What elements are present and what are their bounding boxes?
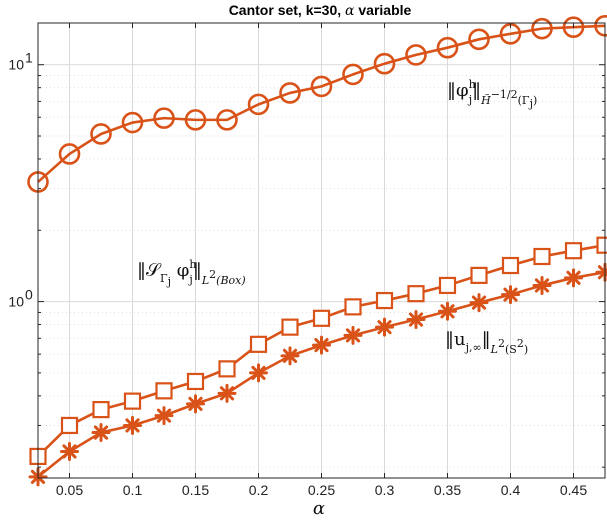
data-point-circle: [436, 36, 459, 59]
data-point-square: [218, 360, 236, 378]
y-tick-label: 10: [8, 57, 24, 73]
chart-title: Cantor set, k=30, α variable: [229, 2, 412, 19]
data-point-square: [501, 256, 520, 275]
x-tick-label: 0.1: [123, 482, 143, 498]
data-point-square: [375, 291, 394, 310]
plot-area: [27, 14, 607, 487]
data-point-asterisk: [564, 268, 583, 288]
data-point-square: [344, 298, 362, 316]
x-tick-label: 0.35: [434, 482, 461, 498]
data-point-circle: [90, 123, 112, 145]
data-point-asterisk: [154, 406, 174, 426]
data-point-asterisk: [249, 363, 268, 383]
data-point-circle: [153, 107, 175, 129]
annotation-phi-norm: ‖φh j‖H̃−1/2(Γj): [447, 78, 537, 110]
data-point-square: [186, 372, 205, 391]
data-point-asterisk: [217, 383, 237, 403]
data-point-asterisk: [532, 275, 552, 295]
x-tick-label: 0.15: [182, 482, 209, 498]
x-tick-label: 0.3: [375, 482, 395, 498]
data-point-circle: [184, 109, 207, 131]
data-point-square: [60, 416, 79, 435]
data-point-square: [564, 242, 583, 260]
data-point-circle: [531, 17, 553, 40]
y-tick-label: 10: [8, 294, 24, 310]
data-point-square: [249, 335, 268, 353]
axes-frame: [37, 22, 606, 479]
data-point-circle: [405, 44, 427, 66]
data-point-asterisk: [501, 285, 520, 305]
data-point-circle: [247, 93, 270, 116]
data-point-circle: [58, 143, 81, 165]
data-point-square: [470, 266, 488, 284]
x-tick-label: 0.2: [249, 482, 269, 498]
data-point-asterisk: [343, 325, 363, 345]
x-axis-label: α: [313, 498, 325, 519]
data-point-asterisk: [280, 346, 300, 366]
data-point-asterisk: [469, 293, 489, 313]
data-point-circle: [310, 75, 333, 98]
data-point-circle: [216, 109, 238, 131]
data-point-asterisk: [123, 415, 142, 435]
x-tick-label: 0.25: [308, 482, 335, 498]
data-point-square: [533, 247, 551, 266]
data-point-square: [596, 236, 607, 254]
data-point-circle: [279, 82, 301, 104]
data-point-square: [155, 382, 173, 400]
data-point-square: [407, 285, 425, 303]
data-point-asterisk: [186, 394, 205, 414]
data-point-square: [281, 318, 299, 336]
data-point-asterisk: [60, 441, 79, 461]
data-point-circle: [468, 28, 490, 51]
x-tick-label: 0.45: [560, 482, 587, 498]
annotation-far-field-norm: ‖uj,∞‖L2(S2): [445, 329, 528, 356]
data-point-asterisk: [312, 335, 331, 355]
y-tick-exponent: 1: [25, 50, 33, 66]
data-point-square: [92, 400, 110, 419]
x-tick-label: 0.05: [56, 482, 83, 498]
series-line-circle: [37, 24, 606, 183]
annotation-single-layer-norm: ‖𝒮Γj φh j‖L2(Box): [137, 258, 246, 288]
y-tick-exponent: 0: [25, 287, 33, 303]
data-point-asterisk: [406, 310, 426, 330]
data-point-square: [123, 392, 142, 410]
data-point-circle: [562, 16, 585, 38]
x-tick-label: 0.4: [501, 482, 521, 498]
data-point-circle: [121, 111, 144, 134]
data-point-asterisk: [438, 301, 457, 321]
grid: [38, 23, 605, 478]
data-point-asterisk: [91, 423, 111, 443]
data-point-circle: [342, 63, 364, 86]
data-point-circle: [373, 52, 396, 75]
data-point-asterisk: [375, 317, 394, 337]
data-point-square: [312, 309, 331, 327]
data-point-square: [438, 276, 457, 295]
